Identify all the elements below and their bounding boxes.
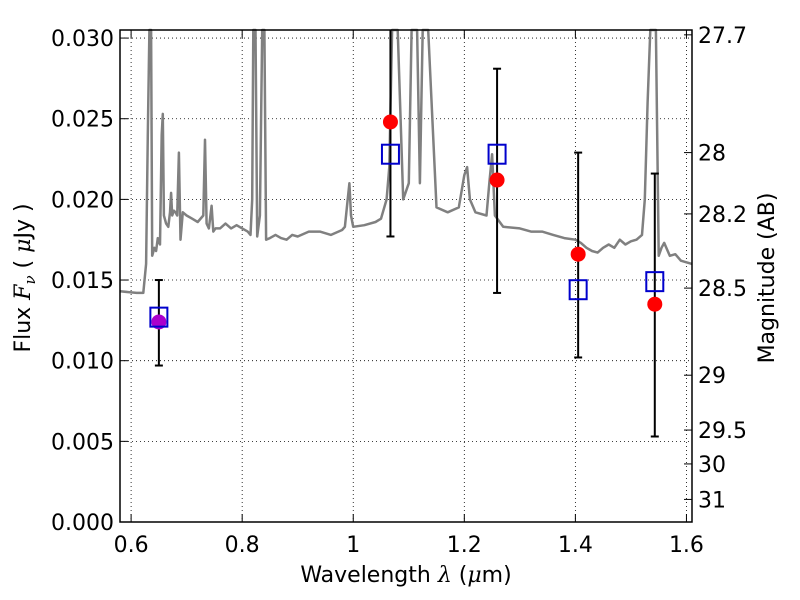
y2-tick-label: 30 <box>698 453 726 478</box>
circle-marker <box>647 296 663 312</box>
y-tick-label: 0.025 <box>51 108 114 133</box>
y2-tick-label: 27.7 <box>698 24 747 49</box>
square-marker <box>568 279 588 301</box>
plot-frame <box>119 29 693 523</box>
x-tick-label: 1 <box>346 533 360 558</box>
errorbar-series <box>154 30 659 438</box>
y-tick-label: 0.020 <box>51 188 114 213</box>
y-tick-label: 0.030 <box>51 27 114 52</box>
x-tick-label: 1.6 <box>669 533 704 558</box>
y-tick-label: 0.015 <box>51 269 114 294</box>
spectrum-series <box>119 28 693 295</box>
circle-marker <box>570 246 586 262</box>
square-marker <box>380 143 400 165</box>
circle-marker <box>489 172 505 188</box>
x-tick-label: 1.2 <box>447 533 482 558</box>
y2-tick-label: 29.5 <box>698 419 747 444</box>
axis-ticks: 0.6 0.8 1 1.2 1.4 1.6 0.000 0.005 0.010 0.015 0.02… <box>51 24 747 558</box>
x-tick-label: 0.8 <box>225 533 260 558</box>
y2-tick-label: 29 <box>698 364 726 389</box>
y2-tick-label: 28 <box>698 142 726 167</box>
spectrum-line <box>119 28 693 295</box>
y-tick-label: 0.005 <box>51 430 114 455</box>
square-marker <box>487 143 507 165</box>
y-tick-label: 0.000 <box>51 511 114 536</box>
x-tick-label: 0.6 <box>114 533 149 558</box>
circle-marker <box>382 114 398 130</box>
square-marker <box>645 271 665 293</box>
y-tick-label: 0.010 <box>51 350 114 375</box>
square-marker <box>149 306 169 328</box>
x-axis-label: Wavelength λ (μm) <box>300 563 511 588</box>
x-tick-label: 1.4 <box>558 533 593 558</box>
y-axis-label: Flux Fν ( μJy ) <box>11 203 39 352</box>
y2-tick-label: 28.5 <box>698 277 747 302</box>
marker-series <box>149 114 665 330</box>
grid-lines <box>120 30 692 522</box>
y2-axis-label: Magnitude (AB) <box>755 193 780 364</box>
y2-tick-label: 28.2 <box>698 203 747 228</box>
y2-tick-label: 31 <box>698 488 726 513</box>
